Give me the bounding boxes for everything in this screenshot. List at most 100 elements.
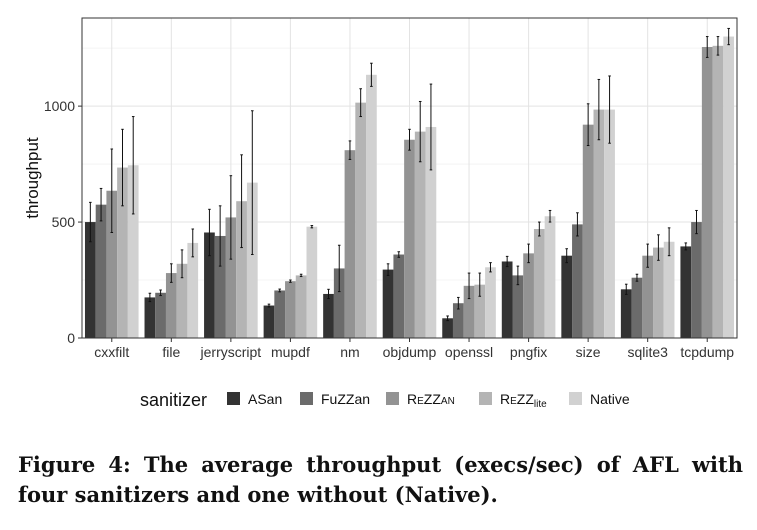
- error-bar-pngfix-Native: [548, 209, 552, 223]
- error-bar-tcpdump-REZZlite: [716, 36, 720, 56]
- bar-pngfix-Native: [544, 216, 556, 338]
- error-bar-jerryscript-ASan: [208, 208, 211, 257]
- error-bar-tcpdump-Native: [727, 27, 730, 46]
- y-tick-label: 0: [67, 330, 75, 346]
- error-bar-openssl-REZZAN: [467, 272, 471, 300]
- legend-swatch: [569, 392, 582, 405]
- error-bar-file-ASan: [148, 292, 152, 303]
- bar-size-REZZlite: [593, 109, 605, 338]
- bar-tcpdump-ASan: [680, 246, 692, 338]
- bar-mupdf-REZZAN: [285, 281, 296, 338]
- error-bar-cxxfilt-Native: [131, 116, 135, 215]
- error-bar-objdump-ASan: [386, 263, 390, 276]
- x-tick-label-nm: nm: [340, 344, 359, 360]
- bar-tcpdump-Native: [723, 36, 735, 339]
- error-bar-sqlite3-REZZlite: [657, 234, 660, 261]
- error-bar-nm-REZZAN: [348, 140, 352, 160]
- bar-jerryscript-REZZlite: [236, 201, 247, 338]
- legend-label: REZZlite: [500, 391, 547, 410]
- x-tick-label-tcpdump: tcpdump: [680, 344, 734, 360]
- error-bar-tcpdump-ASan: [684, 242, 688, 251]
- bar-size-ASan: [561, 255, 573, 338]
- bar-cxxfilt-REZZAN: [106, 190, 118, 338]
- x-axis: cxxfilt file jerryscript mupdf nm objdump open…: [94, 338, 734, 360]
- legend-label: REZZAN: [407, 391, 455, 407]
- legend-swatch: [386, 392, 399, 405]
- error-bar-nm-FuZZan: [337, 244, 341, 293]
- bar-pngfix-FuZZan: [512, 275, 524, 338]
- bar-file-REZZlite: [176, 263, 188, 338]
- bar-file-FuZZan: [155, 292, 166, 338]
- bar-objdump-REZZlite: [414, 131, 426, 338]
- x-tick-label-size: size: [576, 344, 601, 360]
- error-bar-nm-ASan: [327, 288, 330, 300]
- bar-jerryscript-REZZAN: [225, 217, 237, 338]
- bar-tcpdump-REZZlite: [712, 45, 724, 339]
- error-bar-jerryscript-REZZlite: [240, 154, 243, 249]
- y-tick-label: 500: [52, 214, 76, 230]
- legend-item-REZZlite: REZZlite: [479, 391, 547, 410]
- error-bar-mupdf-FuZZan: [278, 288, 281, 293]
- legend-label: ASan: [248, 391, 282, 407]
- bar-objdump-REZZAN: [404, 139, 415, 338]
- error-bar-file-FuZZan: [159, 289, 162, 297]
- error-bar-openssl-FuZZan: [457, 296, 460, 310]
- bar-file-REZZAN: [165, 273, 177, 338]
- x-tick-label-objdump: objdump: [383, 344, 437, 360]
- error-bar-cxxfilt-REZZAN: [110, 148, 114, 233]
- x-tick-label-mupdf: mupdf: [271, 344, 310, 360]
- error-bar-jerryscript-REZZAN: [229, 175, 233, 260]
- bars-layer: [84, 36, 735, 339]
- bar-sqlite3-REZZlite: [653, 247, 664, 338]
- bar-sqlite3-ASan: [620, 289, 632, 338]
- error-bar-cxxfilt-REZZlite: [121, 128, 124, 207]
- bar-nm-REZZlite: [355, 102, 367, 338]
- error-bar-mupdf-REZZlite: [299, 273, 303, 278]
- error-bar-size-ASan: [565, 248, 568, 264]
- bar-cxxfilt-REZZlite: [117, 167, 128, 338]
- bar-tcpdump-REZZAN: [701, 46, 713, 339]
- error-bar-openssl-REZZlite: [478, 272, 482, 297]
- bar-jerryscript-Native: [246, 182, 258, 338]
- x-tick-label-cxxfilt: cxxfilt: [94, 344, 129, 360]
- legend-label: Native: [590, 391, 630, 407]
- error-bar-file-REZZlite: [180, 249, 184, 279]
- error-bar-objdump-REZZlite: [418, 100, 422, 163]
- error-bar-mupdf-REZZAN: [289, 279, 292, 283]
- bar-openssl-FuZZan: [452, 303, 464, 338]
- bar-size-Native: [604, 109, 615, 338]
- error-bar-pngfix-REZZlite: [538, 221, 541, 237]
- bar-cxxfilt-ASan: [84, 222, 96, 338]
- bar-nm-Native: [366, 74, 377, 339]
- bar-nm-ASan: [323, 293, 334, 338]
- bar-mupdf-FuZZan: [274, 290, 286, 338]
- bar-tcpdump-FuZZan: [691, 222, 702, 338]
- y-axis: 0 500 1000: [44, 98, 82, 346]
- bar-sqlite3-FuZZan: [631, 277, 643, 338]
- bar-pngfix-REZZlite: [533, 229, 545, 338]
- error-bar-sqlite3-REZZAN: [646, 243, 649, 268]
- error-bar-nm-REZZlite: [359, 88, 362, 118]
- bar-mupdf-ASan: [263, 305, 275, 338]
- error-bar-objdump-REZZAN: [408, 128, 411, 151]
- bar-objdump-FuZZan: [393, 254, 405, 338]
- bar-nm-FuZZan: [333, 268, 345, 338]
- bar-file-ASan: [144, 297, 156, 338]
- y-tick-label: 1000: [44, 98, 75, 114]
- x-tick-label-sqlite3: sqlite3: [627, 344, 668, 360]
- error-bar-mupdf-ASan: [267, 303, 271, 308]
- bar-file-Native: [187, 242, 199, 338]
- error-bar-size-Native: [608, 75, 611, 144]
- bar-openssl-REZZlite: [474, 284, 486, 338]
- error-bar-size-FuZZan: [576, 212, 579, 237]
- error-bar-tcpdump-FuZZan: [695, 209, 698, 235]
- error-bar-objdump-FuZZan: [397, 251, 401, 258]
- bar-openssl-REZZAN: [463, 285, 475, 338]
- bar-jerryscript-FuZZan: [214, 235, 226, 338]
- error-bar-sqlite3-FuZZan: [635, 273, 639, 282]
- error-bar-sqlite3-Native: [667, 227, 671, 257]
- bar-objdump-Native: [425, 126, 437, 338]
- legend: sanitizer ASan FuZZan REZZAN REZZlite Native: [140, 390, 630, 410]
- bar-sqlite3-Native: [663, 241, 675, 338]
